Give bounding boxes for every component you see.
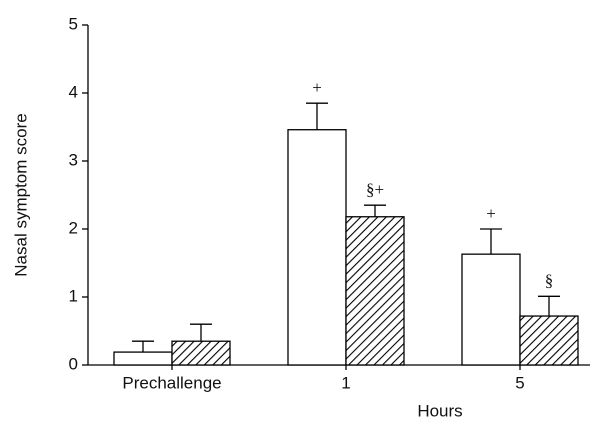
y-axis-title: Nasal symptom score <box>11 113 30 276</box>
y-tick-label: 0 <box>69 354 78 373</box>
x-tick-label: 1 <box>341 373 350 392</box>
y-tick-label: 5 <box>69 14 78 33</box>
y-tick-label: 2 <box>69 218 78 237</box>
annotation: § <box>545 271 554 290</box>
bar <box>345 216 405 366</box>
error-bar <box>190 323 212 342</box>
error-bar <box>538 295 560 317</box>
y-tick-label: 1 <box>69 286 78 305</box>
annotation: + <box>312 78 322 97</box>
error-bar <box>480 228 502 255</box>
bar <box>519 315 579 366</box>
error-bar <box>306 102 328 130</box>
y-tick-label: 3 <box>69 150 78 169</box>
x-tick-label: 5 <box>515 373 524 392</box>
error-bar <box>132 340 154 353</box>
bar <box>171 340 231 366</box>
error-bar <box>364 204 386 217</box>
x-tick-label: Prechallenge <box>122 373 221 392</box>
bar <box>287 129 347 366</box>
bar <box>461 253 521 366</box>
y-tick-label: 4 <box>69 82 78 101</box>
annotation: + <box>486 204 496 223</box>
x-axis-title: Hours <box>417 401 462 420</box>
bar <box>113 351 173 366</box>
annotation: §+ <box>366 180 384 199</box>
